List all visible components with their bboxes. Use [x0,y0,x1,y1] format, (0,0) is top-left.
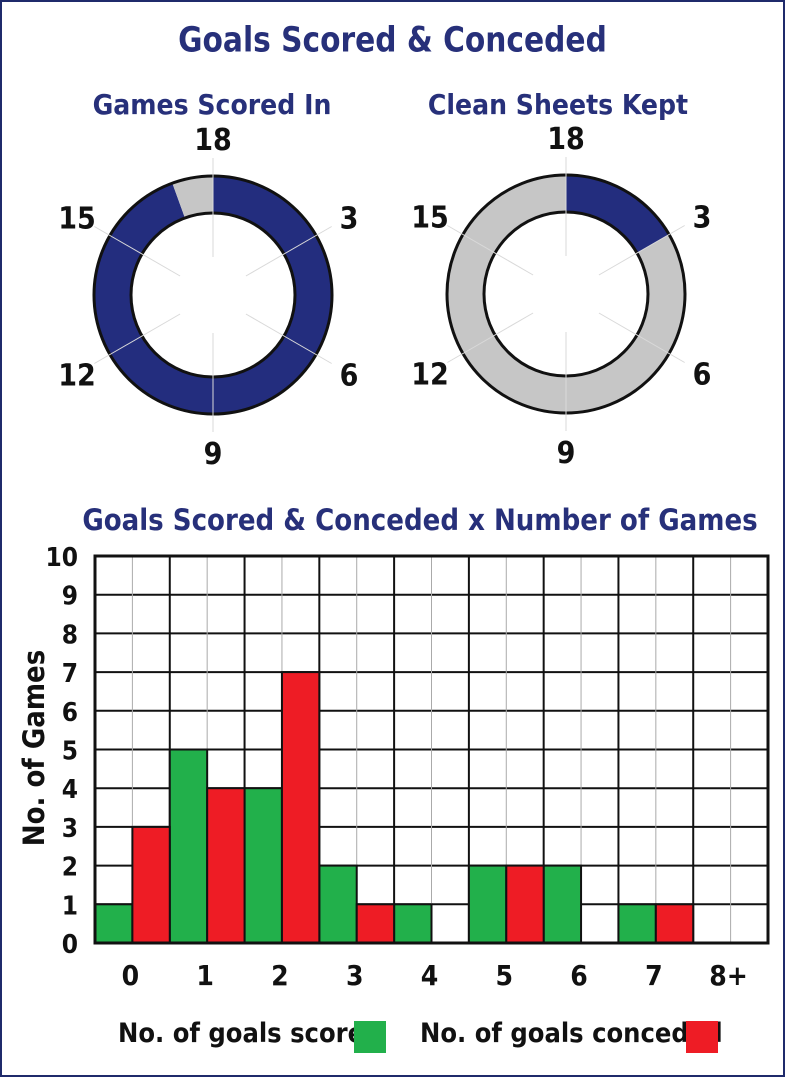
bar-scored-0 [94,903,134,944]
donut-clean-sheets-tick-line-6 [598,312,685,363]
bar-conceded-3 [355,903,396,944]
donut-clean-sheets-slice-0 [566,175,670,253]
bar-conceded-2 [280,671,321,944]
y-tick-label-9: 9 [62,582,78,612]
donut-games-scored-tick-label-12: 12 [58,359,96,394]
y-tick-label-1: 1 [62,891,78,921]
y-tick-label-2: 2 [62,853,78,883]
x-tick-label-7: 7 [645,959,663,992]
bar-scored-6 [542,864,583,944]
legend-conceded-swatch [686,1021,718,1053]
bar-conceded-1 [206,787,246,945]
y-axis-label: No. of Games [17,650,51,847]
x-tick-label-5: 5 [496,959,514,992]
donut-games-scored-tick-label-15: 15 [58,202,96,237]
donut-games-scored-slice-1 [172,176,213,218]
donut-games-scored-slice-0 [93,176,333,415]
donut-clean-sheets-tick-label-9: 9 [557,436,576,471]
y-tick-label-6: 6 [62,698,78,728]
donut-games-scored-tick-label-9: 9 [204,437,223,472]
donut-clean-sheets-tick-line-3 [598,225,685,276]
bar-scored-7 [617,903,657,944]
bar-scored-2 [243,787,283,945]
x-tick-label-4: 4 [421,959,439,992]
donut-clean-sheets-tick-label-6: 6 [693,358,712,393]
legend-conceded-label: No. of goals conceded [420,1018,723,1049]
y-tick-label-10: 10 [45,543,78,573]
y-tick-label-8: 8 [62,620,78,650]
x-tick-label-2: 2 [271,959,289,992]
y-tick-label-4: 4 [62,775,78,805]
donut-games-scored-tick-line-12 [94,313,181,364]
donut-clean-sheets-tick-line-12 [447,312,534,363]
donut-clean-sheets-slice-1 [447,175,685,413]
x-tick-label-6: 6 [570,959,588,992]
bar-scored-5 [467,864,508,944]
donut-title-games-scored: Games Scored In [92,88,332,121]
donut-games-scored-tick-line-15 [94,226,181,277]
donut-games-scored-tick-label-3: 3 [340,202,359,237]
x-tick-label-3: 3 [346,959,364,992]
bar-scored-3 [318,864,358,944]
donut-clean-sheets-tick-label-3: 3 [693,201,712,236]
bar-conceded-7 [654,903,695,944]
donut-games-scored-tick-line-6 [245,313,332,364]
bar-conceded-0 [131,825,171,945]
donut-games-scored-tick-label-6: 6 [340,359,359,394]
legend-scored-swatch [354,1021,386,1053]
donut-games-scored-tick-line-3 [245,226,332,277]
bar-chart-title: Goals Scored & Conceded x Number of Game… [82,503,757,537]
x-tick-label-8+: 8+ [709,959,748,992]
bar-scored-4 [393,903,433,944]
legend-scored-label: No. of goals scored [118,1018,382,1049]
bar-conceded-5 [505,864,545,944]
donut-title-clean-sheets: Clean Sheets Kept [427,88,689,121]
page-title: Goals Scored & Conceded [178,19,607,60]
x-tick-label-0: 0 [122,959,140,992]
x-tick-label-1: 1 [196,959,214,992]
donut-clean-sheets-tick-line-15 [447,225,534,276]
y-tick-label-0: 0 [62,930,78,960]
donut-clean-sheets-tick-label-18: 18 [547,122,585,157]
y-tick-label-5: 5 [62,737,78,767]
donut-games-scored-tick-label-18: 18 [194,123,232,158]
bar-scored-1 [168,748,209,944]
y-tick-label-7: 7 [62,659,78,689]
plot-border [93,554,770,945]
donut-clean-sheets-tick-label-15: 15 [411,201,449,236]
donut-clean-sheets-tick-label-12: 12 [411,358,449,393]
y-tick-label-3: 3 [62,814,78,844]
